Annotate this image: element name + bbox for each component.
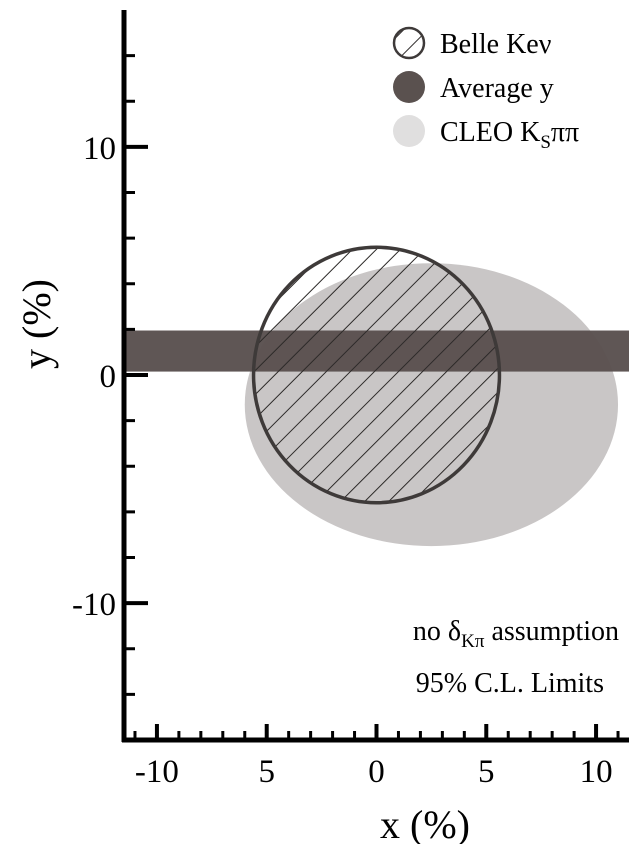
- legend-swatch-average-y: [393, 71, 425, 103]
- belle-kenu-circle: [251, 245, 502, 505]
- data-layer: [124, 245, 629, 547]
- x-axis-title: x (%): [380, 802, 470, 844]
- legend-label-average-y: Average y: [440, 73, 554, 104]
- legend-swatch-cleo: [393, 115, 425, 147]
- annotation-assumption-prefix: no δ: [413, 616, 461, 647]
- y-tick-label: 0: [100, 359, 117, 395]
- legend: Belle Keν Average y CLEO KSππ: [392, 26, 579, 153]
- x-tick-label: 5: [478, 754, 495, 790]
- legend-label-cleo-tail: ππ: [551, 117, 579, 148]
- x-tick-label: 5: [258, 754, 275, 790]
- y-tick-label: 10: [83, 131, 116, 167]
- x-tick-label: 10: [580, 754, 613, 790]
- annotation-cl-limits: 95% C.L. Limits: [416, 668, 604, 699]
- y-tick-label: -10: [72, 587, 116, 623]
- annotation-assumption: no δKπ assumption: [413, 616, 619, 652]
- y-axis-title: y (%): [14, 279, 59, 369]
- legend-label-cleo-main: CLEO K: [440, 117, 540, 148]
- annotation-assumption-sub: Kπ: [461, 631, 485, 652]
- x-tick-label: 0: [368, 754, 385, 790]
- legend-label-belle: Belle Keν: [440, 29, 551, 60]
- axis-ticks: -10 5 0 5 10 10 0 -10: [72, 54, 620, 790]
- legend-label-cleo-sub: S: [540, 132, 551, 153]
- legend-swatch-belle: [392, 26, 426, 60]
- legend-label-cleo: CLEO KSππ: [440, 117, 579, 153]
- x-tick-label: -10: [135, 754, 179, 790]
- annotation-assumption-suffix: assumption: [484, 616, 619, 647]
